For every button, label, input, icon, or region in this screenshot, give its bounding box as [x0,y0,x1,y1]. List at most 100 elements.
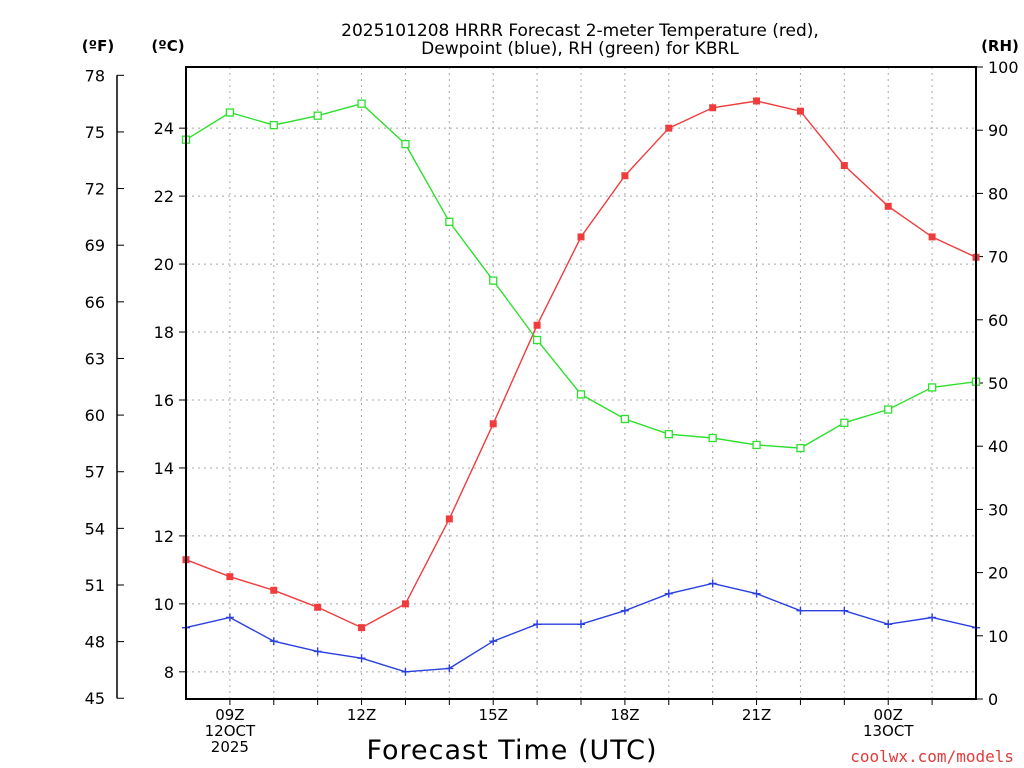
temperature-point [489,420,497,428]
chart-title-line2: Dewpoint (blue), RH (green) for KBRL [421,39,739,59]
dewpoint-point [489,637,498,646]
temperature-point [709,104,717,112]
dewpoint-point [313,647,322,656]
dewpoint-point [445,664,454,673]
rh-point [401,139,410,149]
credit-label: coolwx.com/models [850,747,1014,766]
rh-point [532,335,542,345]
rh-tick-label: 80 [988,184,1008,203]
celsius-tick-label: 24 [154,119,174,138]
fahrenheit-tick-label: 78 [85,66,105,85]
rh-tick-label: 40 [988,437,1008,456]
celsius-tick-label: 8 [164,663,174,682]
x-tick-label: 00Z [874,706,903,724]
rh-tick-label: 10 [988,627,1008,646]
x-tick-label: 15Z [479,706,508,724]
x-axis-title: Forecast Time (UTC) [366,735,657,766]
temperature-point [314,603,322,611]
temperature-point [796,107,804,115]
x-tick-label: 09Z [215,706,244,724]
fahrenheit-unit-label: (ºF) [82,37,114,55]
dewpoint-point [401,667,410,676]
fahrenheit-tick-label: 72 [85,180,105,199]
temperature-point [665,124,673,132]
fahrenheit-tick-label: 60 [85,406,105,425]
dewpoint-point [577,620,585,629]
rh-point [708,433,717,443]
celsius-unit-label: (ºC) [151,37,184,55]
dewpoint-point [796,606,805,615]
temperature-point [753,97,761,105]
temperature-point [840,162,848,170]
dewpoint-point [840,606,849,615]
celsius-tick-label: 14 [154,459,174,478]
rh-point [489,276,498,285]
fahrenheit-tick-label: 75 [85,123,105,142]
celsius-tick-label: 22 [154,187,174,206]
fahrenheit-tick-label: 66 [85,293,105,312]
x-tick-label: 21Z [742,706,771,724]
rh-tick-label: 90 [988,121,1008,140]
rh-point [927,383,937,392]
x-tick-label: 18Z [610,706,639,724]
rh-tick-label: 0 [988,690,998,709]
dewpoint-point [620,606,629,615]
dewpoint-point [225,613,234,622]
temperature-point [621,172,629,180]
dewpoint-point [664,589,673,598]
rh-point [576,390,586,399]
x-tick-label: 13OCT [863,722,914,740]
series-layer [181,97,981,676]
celsius-tick-label: 20 [154,255,174,274]
rh-tick-label: 50 [988,374,1008,393]
chart-title-line1: 2025101208 HRRR Forecast 2-meter Tempera… [341,21,819,41]
plot-frame [185,66,977,700]
celsius-tick-label: 10 [154,595,174,614]
rh-point [269,120,278,130]
rh-tick-label: 100 [988,58,1019,77]
rh-tick-label: 60 [988,311,1008,330]
rh-point [840,418,849,427]
celsius-tick-label: 16 [154,391,174,410]
dewpoint-point [752,589,761,598]
rh-tick-label: 30 [988,500,1008,519]
rh-point [752,440,761,450]
dewpoint-point [357,654,366,663]
dewpoint-point [533,620,542,629]
rh-point [313,111,322,120]
fahrenheit-tick-label: 57 [85,463,105,482]
fahrenheit-tick-label: 45 [85,689,105,708]
temperature-point [226,573,234,581]
temperature-point [577,233,585,241]
rh-point [884,405,893,414]
temperature-point [928,233,936,241]
fahrenheit-tick-label: 63 [85,349,105,368]
temperature-point [358,624,366,632]
temperature-point [401,600,409,608]
dewpoint-point [884,620,893,629]
rh-unit-label: (RH) [981,37,1019,55]
rh-point [357,99,366,108]
rh-tick-label: 20 [988,564,1008,583]
temperature-point [270,586,278,594]
dewpoint-point [708,579,717,588]
dewpoint-point [928,613,937,622]
fahrenheit-tick-label: 54 [85,519,105,538]
celsius-tick-label: 18 [154,323,174,342]
x-tick-label: 12Z [347,706,376,724]
rh-point [225,108,235,117]
x-tick-label: 2025 [211,738,249,756]
dewpoint-point [269,637,278,646]
rh-tick-label: 70 [988,248,1008,267]
x-tick-label: 12OCT [205,722,256,740]
temperature-point [533,321,541,329]
temperature-point [884,202,892,210]
rh-point [620,414,630,424]
rh-point [445,217,454,226]
rh-point [664,430,673,439]
celsius-tick-label: 12 [154,527,174,546]
fahrenheit-tick-label: 51 [85,576,105,595]
rh-point [796,443,805,453]
